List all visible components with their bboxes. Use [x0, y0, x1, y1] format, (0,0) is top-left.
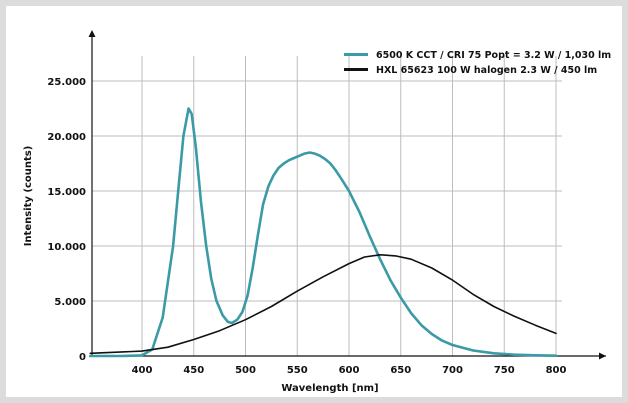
y-axis-arrow	[88, 30, 96, 37]
y-tick-label: 20.000	[47, 132, 86, 143]
x-tick-label: 750	[494, 365, 515, 376]
x-tick-label: 800	[546, 365, 567, 376]
y-tick-label: 10.000	[47, 242, 86, 253]
x-tick-label: 500	[235, 365, 256, 376]
tick-labels: 400 450 500 550 600 650 700 750 800 0 5.000 10.000 1…	[47, 77, 566, 376]
spectrum-chart: 400 450 500 550 600 650 700 750 800 0 5.000 10.000 1…	[23, 30, 611, 394]
x-tick-label: 700	[442, 365, 463, 376]
x-tick-label: 550	[287, 365, 308, 376]
axes	[88, 30, 606, 360]
x-tick-label: 450	[183, 365, 204, 376]
legend-label-halogen: HXL 65623 100 W halogen 2.3 W / 450 lm	[376, 65, 597, 76]
y-axis-title: Intensity (counts)	[23, 146, 34, 247]
y-tick-label: 25.000	[47, 77, 86, 88]
series-lines	[89, 107, 558, 358]
x-tick-label: 600	[339, 365, 360, 376]
legend-label-led: 6500 K CCT / CRI 75 Popt = 3.2 W / 1,030…	[376, 50, 611, 61]
x-tick-label: 400	[132, 365, 153, 376]
y-tick-label: 5.000	[54, 297, 86, 308]
y-tick-label: 0	[79, 352, 86, 363]
x-tick-label: 650	[390, 365, 411, 376]
led-spectrum-line	[89, 107, 558, 358]
halogen-spectrum-line	[89, 254, 557, 355]
x-axis-title: Wavelength [nm]	[281, 383, 378, 394]
grid-lines	[92, 56, 562, 356]
y-tick-label: 15.000	[47, 187, 86, 198]
chart-card: 400 450 500 550 600 650 700 750 800 0 5.000 10.000 1…	[6, 6, 622, 397]
legend: 6500 K CCT / CRI 75 Popt = 3.2 W / 1,030…	[344, 50, 611, 76]
x-axis-arrow	[599, 352, 606, 360]
